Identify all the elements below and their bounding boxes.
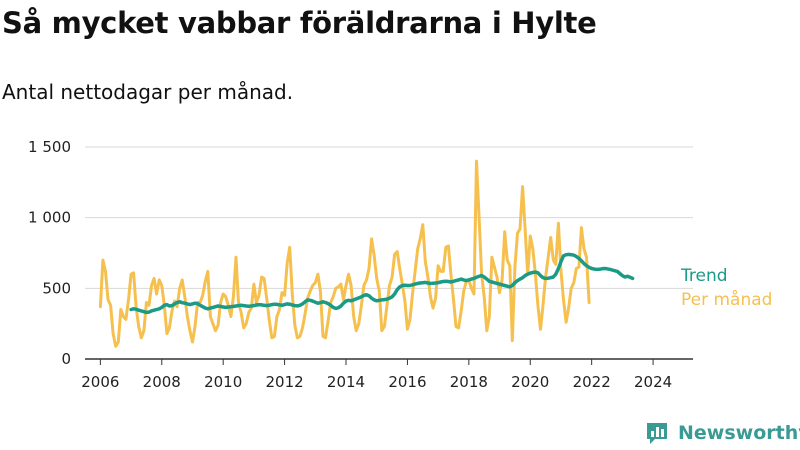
trend-line: [129, 252, 635, 315]
monthly-line: [98, 159, 591, 348]
brand-logo: Newsworthy: [644, 420, 800, 446]
x-tick-label: 2012: [266, 373, 304, 391]
x-tick-label: 2010: [204, 373, 242, 391]
chart-title: Så mycket vabbar föräldrarna i Hylte: [2, 6, 597, 40]
series-lines: [98, 159, 635, 348]
y-tick-label: 1 500: [28, 138, 71, 156]
y-tick-label: 0: [61, 350, 71, 368]
series-labels: Per månad Trend: [680, 266, 772, 310]
bar-chart-logo-icon: [647, 423, 667, 444]
trend-series-label: Trend: [680, 266, 728, 286]
monthly-series-label: Per månad: [681, 289, 772, 310]
grid-lines: [85, 146, 693, 360]
x-tick-label: 2016: [388, 373, 426, 391]
y-axis-ticks: 0 500 1 000 1 500: [28, 138, 71, 368]
x-tick-label: 2018: [450, 373, 488, 391]
y-tick-label: 1 000: [28, 209, 71, 227]
x-tick-label: 2024: [634, 373, 672, 391]
x-tick-label: 2022: [573, 373, 611, 391]
x-axis-ticks: 2006 2008 2010 2012 2014 2016 2018 2020 2022 2024: [81, 359, 672, 391]
x-tick-label: 2020: [511, 373, 549, 391]
brand-name: Newsworthy: [678, 422, 800, 444]
x-tick-label: 2014: [327, 373, 365, 391]
y-tick-label: 500: [42, 279, 71, 297]
x-tick-label: 2006: [81, 373, 119, 391]
x-tick-label: 2008: [143, 373, 181, 391]
chart-subtitle: Antal nettodagar per månad.: [2, 80, 294, 104]
